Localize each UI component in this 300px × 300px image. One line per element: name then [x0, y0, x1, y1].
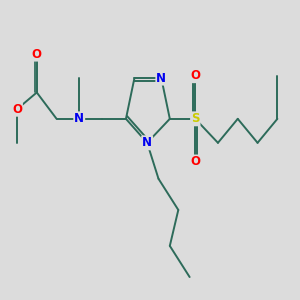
Text: N: N: [142, 136, 152, 149]
Text: N: N: [156, 72, 166, 85]
Text: S: S: [191, 112, 200, 125]
Text: O: O: [190, 155, 200, 169]
Text: O: O: [190, 69, 200, 82]
Text: O: O: [12, 103, 22, 116]
Text: N: N: [74, 112, 84, 125]
Text: O: O: [32, 48, 42, 61]
